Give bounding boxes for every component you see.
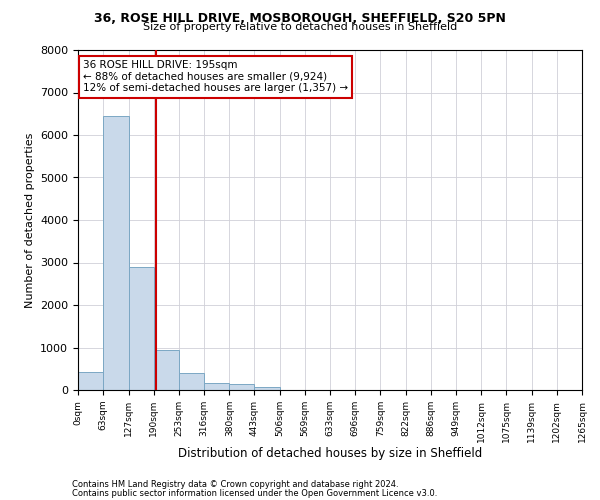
Bar: [229, 384, 254, 390]
Text: 36 ROSE HILL DRIVE: 195sqm
← 88% of detached houses are smaller (9,924)
12% of s: 36 ROSE HILL DRIVE: 195sqm ← 88% of deta…: [83, 60, 348, 94]
Text: Contains HM Land Registry data © Crown copyright and database right 2024.: Contains HM Land Registry data © Crown c…: [72, 480, 398, 489]
X-axis label: Distribution of detached houses by size in Sheffield: Distribution of detached houses by size …: [178, 448, 482, 460]
Text: Size of property relative to detached houses in Sheffield: Size of property relative to detached ho…: [143, 22, 457, 32]
Bar: [78, 372, 103, 390]
Text: 36, ROSE HILL DRIVE, MOSBOROUGH, SHEFFIELD, S20 5PN: 36, ROSE HILL DRIVE, MOSBOROUGH, SHEFFIE…: [94, 12, 506, 26]
Bar: [254, 386, 280, 390]
Bar: [204, 382, 229, 390]
Bar: [128, 267, 154, 390]
Bar: [103, 116, 128, 390]
Bar: [179, 374, 204, 390]
Text: Contains public sector information licensed under the Open Government Licence v3: Contains public sector information licen…: [72, 489, 437, 498]
Bar: [154, 350, 179, 390]
Y-axis label: Number of detached properties: Number of detached properties: [25, 132, 35, 308]
